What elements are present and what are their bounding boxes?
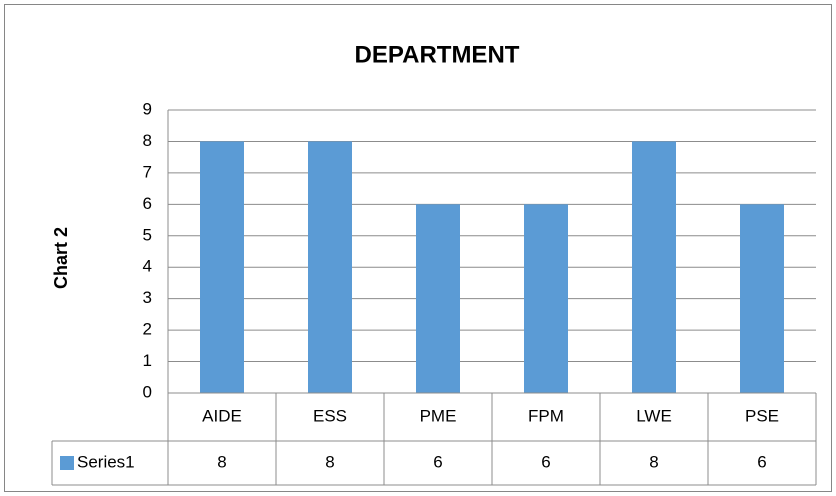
legend-label: Series1 [77,452,135,471]
y-tick-label: 4 [143,257,152,276]
table-value: 6 [757,452,766,471]
x-tick-label: FPM [528,406,564,425]
y-tick-label: 7 [143,162,152,181]
y-tick-label: 8 [143,131,152,150]
y-tick-label: 1 [143,351,152,370]
x-tick-label: ESS [313,406,347,425]
legend-key [60,456,74,470]
chart-title: DEPARTMENT [355,41,520,68]
table-value: 8 [217,452,226,471]
table-value: 8 [649,452,658,471]
y-tick-label: 2 [143,320,152,339]
table-value: 6 [433,452,442,471]
y-tick-label: 6 [143,194,152,213]
bar [308,141,352,393]
y-tick-label: 0 [143,382,152,401]
y-tick-label: 5 [143,225,152,244]
bar [740,204,784,393]
bar [524,204,568,393]
y-tick-label: 3 [143,288,152,307]
x-tick-label: PME [420,406,457,425]
table-value: 8 [325,452,334,471]
bar [632,141,676,393]
x-tick-label: AIDE [202,406,242,425]
y-tick-label: 9 [143,99,152,118]
y-axis-label: Chart 2 [51,227,71,289]
x-tick-label: PSE [745,406,779,425]
bar [200,141,244,393]
table-value: 6 [541,452,550,471]
x-tick-label: LWE [636,406,672,425]
bar [416,204,460,393]
